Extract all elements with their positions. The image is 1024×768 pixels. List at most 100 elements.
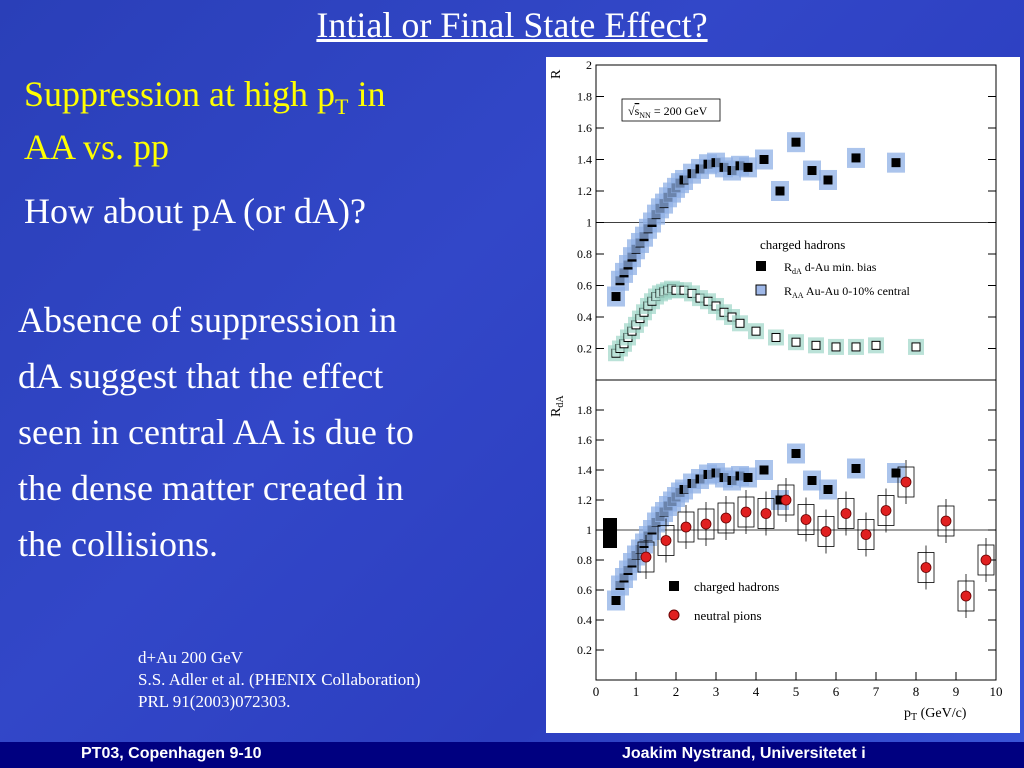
x-axis-label: pT (GeV/c)	[904, 706, 967, 723]
y-tick-label: 1	[586, 216, 592, 230]
normalization-box	[603, 518, 617, 548]
data-point-pion	[640, 551, 652, 563]
legend-charged-hadrons: charged hadrons	[694, 579, 779, 594]
data-point-pion	[680, 521, 692, 533]
data-point-pion	[840, 508, 852, 519]
footer-left: PT03, Copenhagen 9-10	[81, 745, 262, 762]
y-tick-label: 0.8	[577, 247, 592, 261]
data-point-pion	[960, 590, 972, 602]
phenix-figure: R RdA √sNN = 200 GeV charged hadrons RdA…	[546, 57, 1020, 733]
data-point-pion	[660, 535, 672, 546]
y-tick-label: 2	[586, 58, 592, 72]
pt-subscript: T	[335, 94, 349, 120]
x-tick-label: 3	[713, 684, 720, 699]
data-point-charged	[807, 166, 817, 176]
reference-line: S.S. Adler et al. (PHENIX Collaboration)	[138, 670, 421, 689]
legend-neutral-pions: neutral pions	[694, 608, 762, 623]
reference-line: d+Au 200 GeV	[138, 648, 243, 667]
x-tick-label: 0	[593, 684, 600, 699]
data-point-charged	[891, 468, 901, 478]
x-tick-label: 6	[833, 684, 840, 699]
y-tick-label: 0.8	[577, 553, 592, 567]
bottom-legend: charged hadrons neutral pions	[668, 579, 779, 623]
bullet-suppression-in: in	[348, 74, 386, 114]
x-tick-label: 2	[673, 684, 680, 699]
legend-marker-raa	[755, 284, 767, 296]
data-point-pion	[700, 518, 712, 530]
data-point-pion	[860, 529, 872, 540]
data-point-auau	[791, 337, 801, 347]
legend-marker-pion	[668, 609, 680, 621]
y-tick-label: 1.4	[577, 153, 592, 167]
data-point-auau	[831, 342, 841, 352]
data-point-charged	[775, 186, 785, 196]
data-point-charged	[791, 137, 801, 147]
paragraph-line: seen in central AA is due to	[18, 412, 414, 452]
y-tick-label: 1	[586, 523, 592, 537]
paragraph-line: the dense matter created in	[18, 468, 404, 508]
x-tick-label: 4	[753, 684, 760, 699]
y-tick-label: 1.8	[577, 90, 592, 104]
y-tick-label: 1.2	[577, 184, 592, 198]
data-point-auau	[735, 318, 745, 328]
data-point-pion	[880, 505, 892, 516]
bullet-suppression: Suppression at high pT in AA vs. pp	[24, 74, 524, 167]
paragraph-line: the collisions.	[18, 524, 218, 564]
x-tick-label: 5	[793, 684, 800, 699]
x-tick-label: 9	[953, 684, 960, 699]
bullet-suppression-line2: AA vs. pp	[24, 127, 170, 168]
data-point-charged	[611, 292, 621, 302]
data-point-charged	[791, 449, 801, 458]
legend-marker-charged	[669, 581, 679, 591]
data-point-pion	[760, 508, 772, 519]
y-tick-label: 0.6	[577, 583, 592, 597]
paragraph-line: dA suggest that the effect	[18, 356, 384, 396]
bottom-ylabel: RdA	[549, 395, 566, 417]
data-point-pion	[720, 512, 732, 524]
top-legend: charged hadrons RdA d-Au min. bias RAA A…	[755, 237, 911, 300]
y-tick-label: 0.4	[577, 613, 592, 627]
y-tick-label: 1.6	[577, 433, 592, 447]
rda-plot: R RdA √sNN = 200 GeV charged hadrons RdA…	[549, 58, 1003, 723]
data-point-charged	[823, 485, 833, 494]
x-tick-label: 7	[873, 684, 880, 699]
data-point-auau	[911, 342, 921, 352]
data-point-auau	[771, 332, 781, 342]
data-point-pion	[780, 494, 792, 506]
y-tick-label: 0.2	[577, 342, 592, 356]
bullet-question: How about pA (or dA)?	[24, 191, 366, 231]
data-point-charged	[611, 596, 621, 605]
data-point-auau	[871, 340, 881, 350]
data-point-pion	[980, 554, 992, 566]
legend-marker-rda	[756, 261, 766, 271]
y-tick-label: 1.8	[577, 403, 592, 417]
legend-raa: RAA Au-Au 0-10% central	[784, 284, 911, 300]
data-point-auau	[851, 342, 861, 352]
data-point-charged	[851, 153, 861, 163]
reference-line: PRL 91(2003)072303.	[138, 692, 291, 711]
data-point-pion	[800, 514, 812, 525]
energy-label: √sNN = 200 GeV	[621, 98, 721, 122]
data-point-pion	[820, 526, 832, 537]
bullet-suppression-text: Suppression at high p	[24, 74, 335, 114]
data-point-charged	[743, 473, 753, 482]
data-point-charged	[759, 155, 769, 164]
y-tick-label: 1.6	[577, 121, 592, 135]
data-point-charged	[743, 162, 753, 172]
x-tick-label: 10	[990, 684, 1003, 699]
legend-rda: RdA d-Au min. bias	[784, 260, 877, 276]
data-point-auau	[811, 340, 821, 350]
conclusion-paragraph: Absence of suppression in dA suggest tha…	[18, 292, 538, 572]
footer-right: Joakim Nystrand, Universitetet i	[622, 745, 866, 762]
y-tick-label: 1.4	[577, 463, 592, 477]
footer-bar: PT03, Copenhagen 9-10 Joakim Nystrand, U…	[0, 742, 1024, 768]
x-tick-label: 8	[913, 684, 920, 699]
y-tick-label: 1.2	[577, 493, 592, 507]
legend-title: charged hadrons	[760, 237, 845, 252]
y-tick-label: 0.4	[577, 310, 592, 324]
data-point-pion	[900, 476, 912, 488]
y-tick-label: 0.6	[577, 279, 592, 293]
slide-title: Intial or Final State Effect?	[316, 5, 708, 45]
paragraph-line: Absence of suppression in	[18, 300, 397, 340]
y-tick-label: 0.2	[577, 643, 592, 657]
